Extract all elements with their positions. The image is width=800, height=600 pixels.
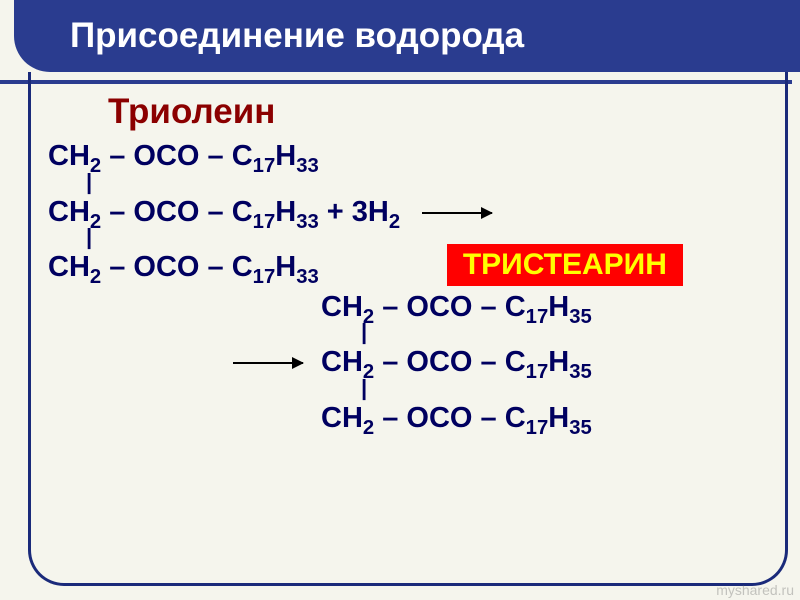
product-line-1: CH2 – OCO – C17H35 (233, 291, 780, 329)
watermark: myshared.ru (716, 582, 794, 598)
reactant-formula: CH2 – OCO – C17H33 | CH2 – OCO – C17H33 … (48, 140, 780, 289)
product-line-3: CH2 – OCO – C17H35 (233, 402, 780, 440)
content-area: Триолеин CH2 – OCO – C17H33 | CH2 – OCO … (48, 92, 780, 580)
reaction-arrow-icon (422, 212, 492, 214)
reactant-line-2: CH2 – OCO – C17H33 + 3H2 (48, 196, 780, 234)
page-title: Присоединение водорода (70, 16, 524, 56)
header-bar: Присоединение водорода (14, 0, 800, 72)
product-arrow-icon (233, 362, 303, 364)
product-line-2: CH2 – OCO – C17H35 (233, 346, 780, 384)
bond-line: | (361, 385, 367, 392)
reactant-line-3: CH2 – OCO – C17H33 ТРИСТЕАРИН (48, 251, 780, 289)
bond-line: | (86, 179, 92, 186)
product-name-badge: ТРИСТЕАРИН (447, 244, 683, 286)
product-formula: CH2 – OCO – C17H35 | CH2 – OCO – C17H35 … (233, 291, 780, 440)
reactant-line-1: CH2 – OCO – C17H33 (48, 140, 780, 178)
reactant-name: Триолеин (108, 92, 780, 132)
bond-line: | (361, 329, 367, 336)
bond-line: | (86, 234, 92, 241)
